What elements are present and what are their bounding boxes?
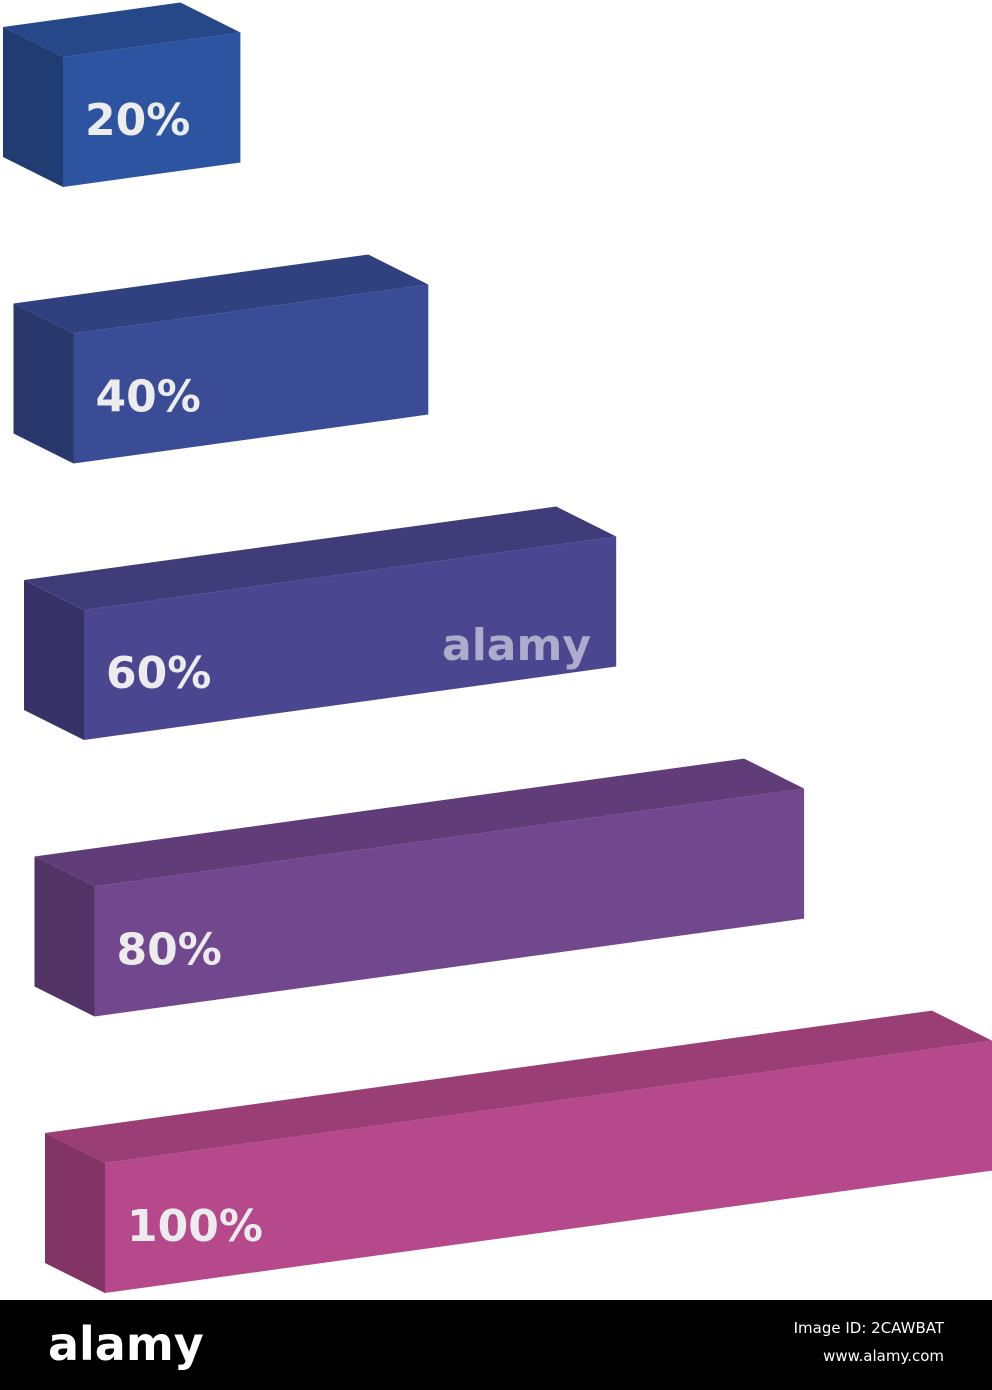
bar-top (34, 758, 805, 887)
bar-top (45, 1010, 992, 1163)
bar-side (45, 1133, 105, 1293)
footer-image-id: Image ID: 2CAWBAT (794, 1319, 945, 1337)
bar-side (34, 856, 95, 1017)
bar-side (24, 580, 84, 740)
bar (63, 32, 241, 187)
bars: 20% 40% 60% 80% 100% alamy (3, 2, 992, 1293)
footer-band (0, 1300, 992, 1390)
footer-brand: alamy (48, 1317, 204, 1371)
footer-url: www.alamy.com (823, 1347, 944, 1365)
bar-top (13, 254, 429, 334)
value-label: 80% (117, 925, 222, 976)
bar-side (13, 303, 74, 464)
bar-top (24, 506, 617, 610)
value-label: 100% (127, 1201, 263, 1252)
watermark: alamy (442, 620, 591, 671)
bar (73, 284, 429, 464)
bar (105, 1040, 992, 1293)
bar-top (3, 2, 241, 58)
value-label: 40% (96, 372, 201, 423)
bar-side (3, 27, 63, 187)
bar (94, 788, 805, 1017)
bar (84, 536, 617, 740)
value-label: 20% (85, 95, 190, 146)
value-label: 60% (106, 648, 211, 699)
